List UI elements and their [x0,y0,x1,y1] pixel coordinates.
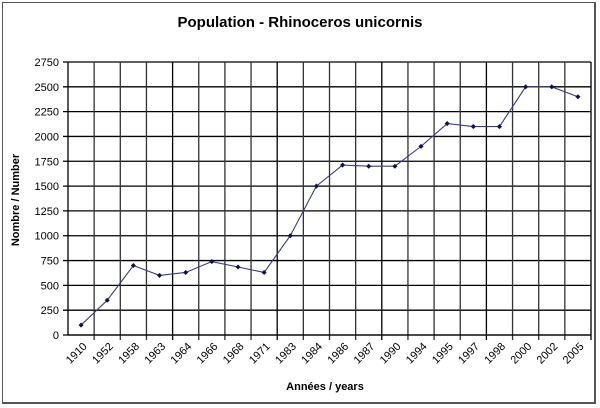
data-point-marker [313,183,319,189]
data-point-marker [156,272,163,278]
y-tick-label: 1500 [35,181,59,193]
y-tick-label: 250 [41,305,59,317]
data-point-marker [261,269,267,276]
x-tick-label: 1995 [430,341,456,367]
y-tick-label: 1000 [35,231,59,243]
y-tick-label: 2000 [35,131,59,143]
x-tick-label: 2005 [561,341,587,367]
data-point-marker [366,163,372,169]
y-tick-label: 2500 [35,82,59,94]
x-tick-label: 1987 [352,341,378,367]
x-tick-label: 1990 [378,341,404,367]
x-tick-label: 1998 [482,341,508,367]
x-axis-label: Années / years [286,381,364,393]
data-point-marker [78,322,84,328]
data-point-marker [549,84,555,90]
data-point-marker [287,233,293,239]
data-point-marker [209,258,215,265]
data-point-marker [183,269,189,276]
data-point-marker [130,262,136,269]
x-tick-label: 1952 [90,341,116,367]
y-tick-label: 2750 [35,57,59,69]
x-tick-label: 1983 [273,341,299,367]
data-point-marker [418,143,424,149]
y-tick-label: 2250 [35,107,59,119]
data-point-marker [235,264,241,270]
x-tick-label: 1910 [64,341,90,367]
data-point-marker [575,94,581,100]
y-tick-label: 1250 [35,206,59,218]
chart-title: Population - Rhinoceros unicornis [177,14,423,31]
x-tick-label: 1968 [221,341,247,367]
y-tick-label: 0 [53,330,59,342]
x-tick-label: 1963 [142,341,168,367]
grid [63,61,592,340]
data-point-marker [104,297,110,303]
y-tick-label: 500 [41,280,59,292]
x-tick-label: 2000 [508,341,534,367]
x-tick-label: 1958 [116,341,142,367]
population-line [80,86,579,326]
x-tick-label: 1964 [169,341,195,367]
x-tick-label: 1971 [247,341,273,367]
x-tick-label: 2002 [535,341,561,367]
y-tick-label: 750 [41,256,59,268]
chart-frame [2,2,596,404]
data-point-marker [470,123,476,130]
x-tick-label: 1966 [195,341,221,367]
x-tick-label: 1986 [325,341,351,367]
x-tick-label: 1994 [404,341,430,367]
x-tick-label: 1984 [299,341,325,367]
y-tick-label: 1750 [35,156,59,168]
x-tick-label: 1997 [456,341,482,367]
